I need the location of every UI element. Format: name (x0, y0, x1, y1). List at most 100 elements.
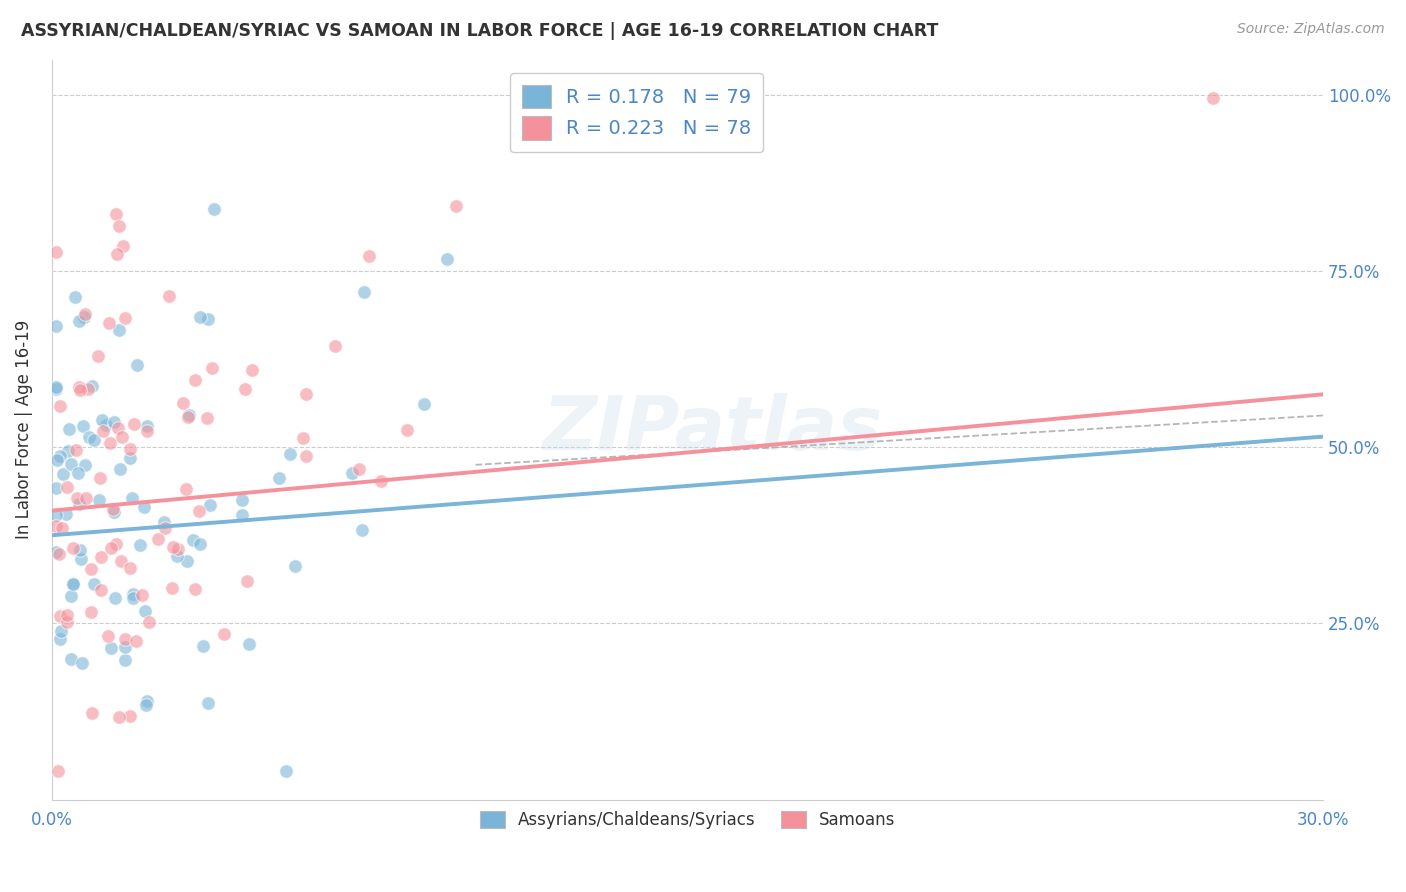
Point (157, 289, 180, 303)
Point (114, 310, 136, 325)
Point (134, 500, 156, 515)
Point (83, 433, 105, 447)
Point (436, 252, 458, 267)
Point (347, 462, 370, 476)
Point (353, 285, 375, 299)
Point (97, 629, 120, 643)
Point (45, 519, 67, 533)
Point (94, 417, 117, 432)
Point (444, 198, 467, 212)
Point (120, 561, 142, 575)
Point (101, 501, 124, 516)
Point (231, 493, 253, 508)
Point (155, 521, 177, 535)
Point (80, 605, 103, 619)
Point (138, 615, 160, 630)
Point (1202, 91, 1225, 105)
Text: Source: ZipAtlas.com: Source: ZipAtlas.com (1237, 22, 1385, 37)
Point (359, 249, 381, 263)
Point (129, 539, 152, 553)
Point (153, 515, 176, 529)
Point (236, 574, 259, 589)
Point (80, 562, 103, 576)
Point (55, 615, 77, 630)
Point (105, 246, 128, 260)
Point (62, 577, 84, 591)
Point (45, 379, 67, 393)
Point (181, 533, 204, 547)
Point (45, 481, 67, 495)
Text: ASSYRIAN/CHALDEAN/SYRIAC VS SAMOAN IN LABOR FORCE | AGE 16-19 CORRELATION CHART: ASSYRIAN/CHALDEAN/SYRIAC VS SAMOAN IN LA… (21, 22, 938, 40)
Point (195, 410, 218, 425)
Point (131, 588, 153, 602)
Point (97, 317, 120, 331)
Point (89, 492, 111, 507)
Point (73, 310, 96, 324)
Point (45, 245, 67, 260)
Point (121, 491, 143, 506)
Point (184, 582, 207, 597)
Point (45, 508, 67, 522)
Point (66, 491, 89, 505)
Point (295, 450, 318, 464)
Point (77, 430, 100, 444)
Point (127, 358, 149, 372)
Point (60, 589, 83, 603)
Point (231, 508, 253, 522)
Point (122, 417, 145, 432)
Point (112, 239, 135, 253)
Point (45, 452, 67, 467)
Y-axis label: In Labor Force | Age 16-19: In Labor Force | Age 16-19 (15, 320, 32, 539)
Point (125, 633, 148, 648)
Point (82, 379, 104, 393)
Point (75, 491, 97, 506)
Point (104, 537, 127, 551)
Point (134, 604, 156, 618)
Point (118, 450, 141, 465)
Point (87, 349, 110, 363)
Point (104, 591, 127, 606)
Point (45, 382, 67, 396)
Point (108, 323, 131, 337)
Point (240, 363, 263, 377)
Point (90, 413, 112, 427)
Point (160, 582, 183, 596)
Point (69, 379, 91, 393)
Point (56, 607, 79, 622)
Point (49, 450, 72, 464)
Point (58, 422, 80, 436)
Point (70, 656, 93, 670)
Point (55, 507, 77, 521)
Point (107, 710, 129, 724)
Point (107, 421, 129, 435)
Point (48, 547, 70, 561)
Point (73, 458, 96, 472)
Point (395, 423, 418, 437)
Point (56, 480, 79, 494)
Point (69, 384, 91, 398)
Point (162, 540, 184, 554)
Point (412, 397, 434, 411)
Point (342, 466, 364, 480)
Point (72, 419, 94, 434)
Point (66, 466, 89, 480)
Point (136, 694, 159, 708)
Point (197, 312, 219, 326)
Point (120, 442, 142, 456)
Point (108, 219, 131, 233)
Point (114, 640, 136, 654)
Point (179, 408, 201, 422)
Point (202, 202, 225, 216)
Point (73, 307, 96, 321)
Point (184, 373, 207, 387)
Point (103, 505, 125, 519)
Point (114, 632, 136, 646)
Point (45, 318, 67, 333)
Point (56, 444, 79, 458)
Point (110, 554, 132, 568)
Point (274, 764, 297, 779)
Point (177, 409, 200, 424)
Point (49, 609, 72, 624)
Point (67, 314, 90, 328)
Point (98, 436, 121, 450)
